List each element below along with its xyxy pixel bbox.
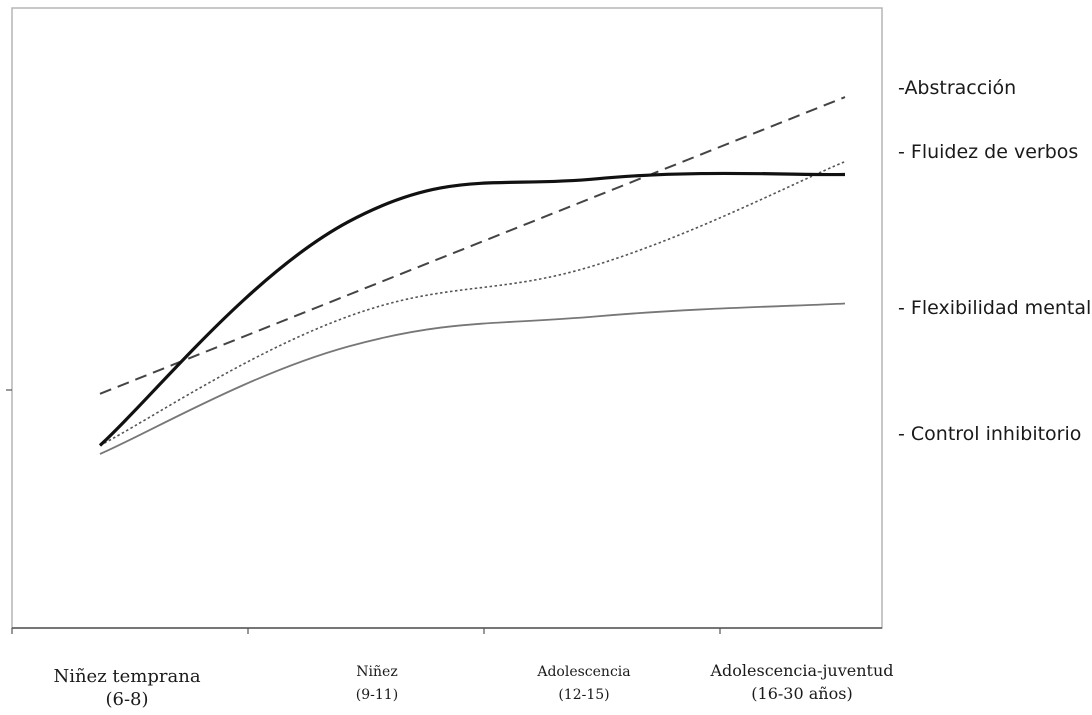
legend: -Abstracción - Fluidez de verbos - Flexi…	[898, 77, 1091, 445]
legend-item-fluidez-de-verbos: - Fluidez de verbos	[898, 141, 1078, 163]
x-category-labels: Niñez temprana (6-8) Niñez (9-11) Adoles…	[53, 661, 893, 710]
x-category-range: (12-15)	[558, 687, 609, 703]
x-category-range: (16-30 años)	[751, 684, 852, 703]
x-category-label: Niñez	[356, 664, 397, 680]
legend-item-abstraccion: -Abstracción	[898, 77, 1016, 99]
x-category-label: Adolescencia	[536, 664, 630, 680]
x-category-range: (9-11)	[356, 687, 398, 703]
series-line-flexibilidad-mental	[98, 171, 846, 447]
x-category-label: Niñez temprana	[53, 666, 200, 687]
x-category-label: Adolescencia-juventud	[709, 661, 893, 680]
plot-area	[11, 7, 883, 629]
x-category-range: (6-8)	[105, 689, 148, 710]
series-line-fluidez-de-verbos	[99, 160, 846, 447]
legend-item-control-inhibitorio: - Control inhibitorio	[898, 423, 1081, 445]
series-line-control-inhibitorio	[99, 302, 846, 455]
series-line-abstraccion	[99, 96, 846, 395]
legend-item-flexibilidad-mental: - Flexibilidad mental	[898, 297, 1091, 319]
series-layer	[98, 96, 846, 455]
